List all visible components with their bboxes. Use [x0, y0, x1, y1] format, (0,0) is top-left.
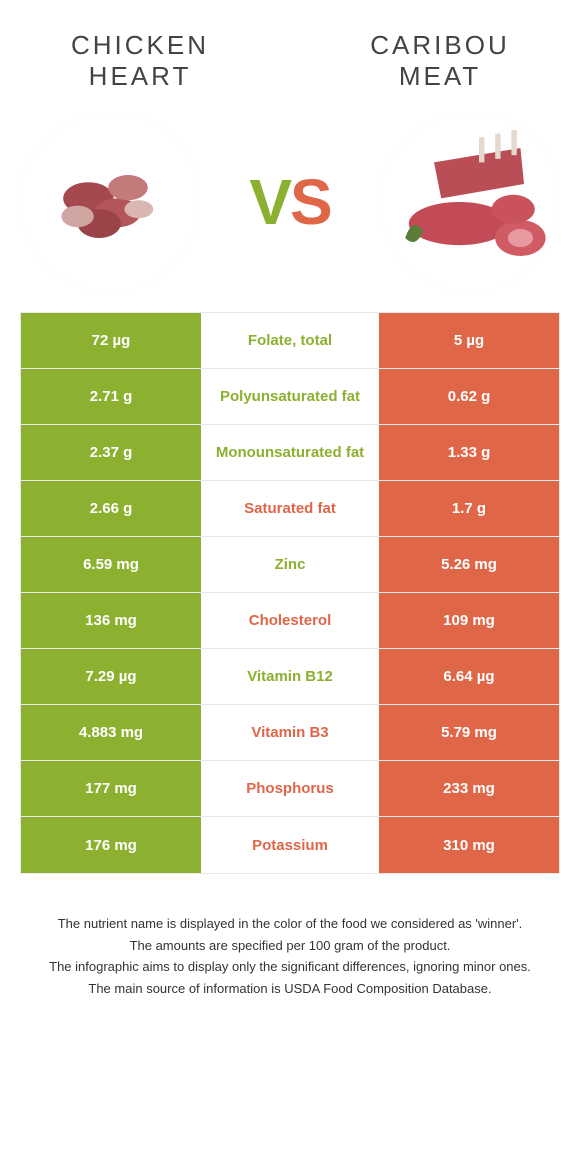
table-row: 176 mgPotassium310 mg: [21, 817, 559, 873]
vs-label: VS: [249, 165, 330, 239]
value-right: 310 mg: [379, 817, 559, 873]
footnotes: The nutrient name is displayed in the co…: [30, 914, 550, 998]
title-right-l2: MEAT: [399, 61, 481, 91]
nutrient-label: Vitamin B12: [201, 649, 379, 704]
value-right: 5.79 mg: [379, 705, 559, 760]
table-row: 2.66 gSaturated fat1.7 g: [21, 481, 559, 537]
nutrient-label: Monounsaturated fat: [201, 425, 379, 480]
title-left-l1: CHICKEN: [71, 30, 209, 60]
value-right: 5 µg: [379, 313, 559, 368]
nutrient-label: Cholesterol: [201, 593, 379, 648]
nutrient-label: Phosphorus: [201, 761, 379, 816]
table-row: 72 µgFolate, total5 µg: [21, 313, 559, 369]
value-left: 6.59 mg: [21, 537, 201, 592]
value-right: 5.26 mg: [379, 537, 559, 592]
value-right: 1.33 g: [379, 425, 559, 480]
value-left: 72 µg: [21, 313, 201, 368]
title-left: CHICKEN HEART: [40, 30, 240, 92]
footnote-3: The infographic aims to display only the…: [30, 957, 550, 977]
footnote-4: The main source of information is USDA F…: [30, 979, 550, 999]
table-row: 7.29 µgVitamin B126.64 µg: [21, 649, 559, 705]
value-right: 1.7 g: [379, 481, 559, 536]
nutrient-label: Polyunsaturated fat: [201, 369, 379, 424]
footnote-1: The nutrient name is displayed in the co…: [30, 914, 550, 934]
title-right-l1: CARIBOU: [370, 30, 509, 60]
hero-row: VS: [0, 102, 580, 312]
comparison-table: 72 µgFolate, total5 µg2.71 gPolyunsatura…: [20, 312, 560, 874]
footnote-2: The amounts are specified per 100 gram o…: [30, 936, 550, 956]
table-row: 2.71 gPolyunsaturated fat0.62 g: [21, 369, 559, 425]
value-left: 4.883 mg: [21, 705, 201, 760]
value-right: 233 mg: [379, 761, 559, 816]
value-left: 2.37 g: [21, 425, 201, 480]
title-right: CARIBOU MEAT: [340, 30, 540, 92]
nutrient-label: Zinc: [201, 537, 379, 592]
header: CHICKEN HEART CARIBOU MEAT: [0, 0, 580, 102]
value-left: 176 mg: [21, 817, 201, 873]
table-row: 136 mgCholesterol109 mg: [21, 593, 559, 649]
nutrient-label: Potassium: [201, 817, 379, 873]
table-row: 6.59 mgZinc5.26 mg: [21, 537, 559, 593]
value-right: 109 mg: [379, 593, 559, 648]
nutrient-label: Saturated fat: [201, 481, 379, 536]
table-row: 2.37 gMonounsaturated fat1.33 g: [21, 425, 559, 481]
nutrient-label: Folate, total: [201, 313, 379, 368]
vs-s: S: [290, 166, 331, 238]
value-left: 2.66 g: [21, 481, 201, 536]
value-right: 0.62 g: [379, 369, 559, 424]
value-left: 2.71 g: [21, 369, 201, 424]
title-left-l2: HEART: [89, 61, 192, 91]
food-image-right: [380, 112, 560, 292]
value-left: 177 mg: [21, 761, 201, 816]
table-row: 177 mgPhosphorus233 mg: [21, 761, 559, 817]
value-left: 136 mg: [21, 593, 201, 648]
value-left: 7.29 µg: [21, 649, 201, 704]
table-row: 4.883 mgVitamin B35.79 mg: [21, 705, 559, 761]
nutrient-label: Vitamin B3: [201, 705, 379, 760]
value-right: 6.64 µg: [379, 649, 559, 704]
food-image-left: [20, 112, 200, 292]
vs-v: V: [249, 166, 290, 238]
